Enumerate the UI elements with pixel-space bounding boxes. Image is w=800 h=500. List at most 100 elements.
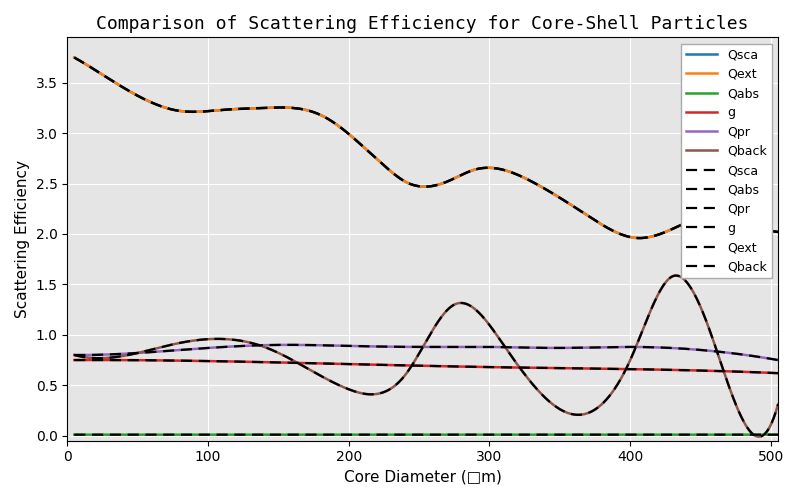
Qback [774,402,783,407]
g [70,357,79,363]
Qsca [106,76,115,82]
g [106,357,115,363]
Qext [412,183,422,189]
Qpr [106,352,115,358]
Qpr [774,357,783,363]
Qback [70,352,79,358]
Qext [753,224,762,230]
g [624,366,634,372]
X-axis label: Core Diameter (□m): Core Diameter (□m) [344,470,502,485]
Qsca [774,229,783,235]
Qabs [70,432,79,438]
Qext [412,183,422,189]
Qabs [393,432,402,438]
Qabs [774,432,783,438]
Line: Qext: Qext [74,58,778,238]
Qext [70,54,79,60]
Qpr [412,344,422,350]
Qsca [624,234,634,239]
g [412,362,422,368]
Qpr [412,344,422,350]
Qsca [624,234,634,239]
Qsca [412,183,422,189]
g [774,370,783,376]
Qext [106,76,115,82]
Qabs [393,432,402,438]
Qabs [106,432,115,438]
g [106,357,115,363]
Qext [393,174,402,180]
Qabs [753,432,762,438]
Qback [106,354,115,360]
Qsca [412,183,422,189]
Qsca [393,174,402,180]
Qext [753,224,762,230]
g [753,370,762,376]
Qext [774,229,783,235]
Qpr [774,357,783,363]
g [89,357,98,363]
Y-axis label: Scattering Efficiency: Scattering Efficiency [15,160,30,318]
Qback [754,434,764,440]
Line: Qpr: Qpr [74,345,778,360]
Qabs [753,432,762,438]
Qsca [635,235,645,241]
Line: Qback: Qback [74,276,778,436]
Qext [635,235,645,241]
Qsca [753,224,762,230]
Qext [753,224,762,230]
Qback [753,434,762,440]
Line: Qsca: Qsca [74,58,778,238]
Qabs [70,432,79,438]
Line: Qext: Qext [74,58,778,238]
g [70,357,79,363]
Qabs [624,432,634,438]
Qpr [753,354,762,360]
Qback [393,380,402,386]
Line: Qpr: Qpr [74,345,778,360]
Qsca [106,76,115,82]
Qext [635,235,645,241]
Qabs [106,432,115,438]
Qback [624,361,634,367]
g [753,370,762,376]
Qabs [624,432,634,438]
Qback [412,355,422,361]
Qpr [106,352,115,358]
Qext [753,224,762,230]
Qback [753,434,762,440]
Qabs [753,432,762,438]
Qsca [753,224,762,230]
Qback [671,272,681,278]
Line: Qback: Qback [74,276,778,436]
g [412,362,422,368]
Line: g: g [74,360,778,373]
Qback [412,355,422,361]
Qabs [412,432,422,438]
Line: Qsca: Qsca [74,58,778,238]
Qsca [70,54,79,60]
Qback [106,354,115,360]
Qsca [393,174,402,180]
Title: Comparison of Scattering Efficiency for Core-Shell Particles: Comparison of Scattering Efficiency for … [96,15,749,33]
Qpr [70,352,79,358]
Qext [393,174,402,180]
Qsca [753,224,762,230]
Qabs [774,432,783,438]
Qpr [394,344,403,350]
Qback [70,352,79,358]
Qpr [70,352,79,358]
Qback [754,434,764,440]
g [753,370,762,376]
g [753,370,762,376]
g [624,366,634,372]
Qext [774,229,783,235]
Qext [70,54,79,60]
Qpr [753,354,762,360]
g [89,357,98,363]
Qback [753,434,762,440]
Qpr [753,354,762,360]
Qback [774,402,783,407]
Qpr [283,342,293,348]
Legend: Qsca, Qext, Qabs, g, Qpr, Qback, Qsca, Qabs, Qpr, g, Qext, Qback: Qsca, Qext, Qabs, g, Qpr, Qback, Qsca, Q… [681,44,772,278]
